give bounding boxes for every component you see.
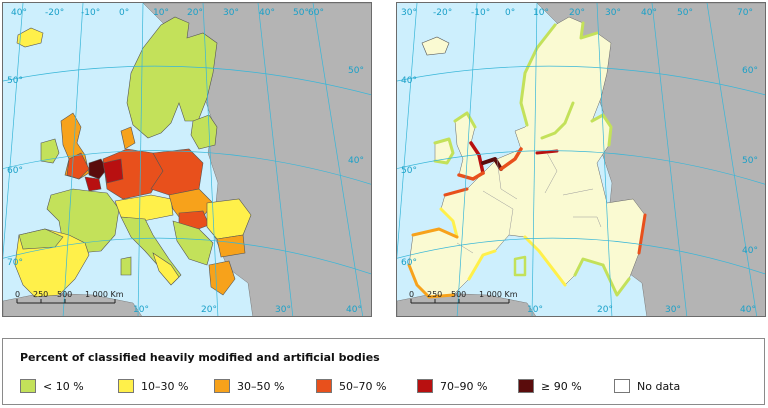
legend-item: < 10 % (20, 378, 84, 394)
lon-label: 0° (119, 8, 129, 18)
region-germany-west (102, 158, 124, 184)
legend-item: ≥ 90 % (518, 378, 582, 394)
lat-label: 40° (348, 156, 364, 166)
lon-label: -20° (433, 8, 452, 18)
lon-label: 40° (346, 305, 362, 315)
graticule (397, 3, 765, 316)
lon-label: 10° (133, 305, 149, 315)
legend-label: 50–70 % (339, 379, 387, 393)
lon-label: -10° (471, 8, 490, 18)
lat-label: 40° (11, 8, 27, 18)
legend-swatch (118, 379, 134, 393)
lat-label: 50° (742, 156, 758, 166)
map-left-svg: 40° 50° 60° 70° 60° 50° 40° -20° -10° 0°… (3, 3, 371, 316)
region-sardinia (120, 256, 132, 276)
legend-swatch (214, 379, 230, 393)
map-legend: Percent of classified heavily modified a… (2, 338, 765, 405)
land-iceland (16, 27, 44, 48)
lon-label: 40° (641, 8, 657, 18)
legend-label: 70–90 % (440, 379, 488, 393)
lon-label: 10° (527, 305, 543, 315)
legend-label: No data (637, 379, 681, 393)
legend-label: 30–50 % (237, 379, 285, 393)
lat-label: 60° (401, 258, 417, 268)
scale-tick: 1 000 Km (85, 290, 124, 299)
lat-label: 60° (308, 8, 324, 18)
legend-item: 30–50 % (214, 378, 284, 394)
legend-swatch (20, 379, 36, 393)
lon-label: 0° (505, 8, 515, 18)
map-right-svg: 30° 40° 50° 60° 70° 60° 50° 40° -20° -10… (397, 3, 765, 316)
map-panel-coastal-transitional[interactable]: 30° 40° 50° 60° 70° 60° 50° 40° -20° -10… (396, 2, 766, 317)
lon-label: 30° (665, 305, 681, 315)
region-denmark (120, 126, 136, 150)
lon-label: 20° (597, 305, 613, 315)
lon-label: -10° (81, 8, 100, 18)
lon-label: 10° (533, 8, 549, 18)
land-uk (454, 112, 484, 180)
lon-label: 40° (259, 8, 275, 18)
lat-label: 40° (742, 246, 758, 256)
lon-label: 20° (187, 8, 203, 18)
graticule (3, 3, 371, 316)
scale-tick: 0 (15, 290, 20, 299)
lat-label: 70° (7, 258, 23, 268)
legend-swatch (316, 379, 332, 393)
region-netherlands (88, 158, 108, 180)
lat-label: 60° (7, 166, 23, 176)
legend-item: No data (614, 378, 680, 394)
coastal-segments (407, 21, 647, 299)
legend-label: < 10 % (43, 379, 84, 393)
lat-label: 30° (401, 8, 417, 18)
lat-label: 40° (401, 76, 417, 86)
region-bulgaria (216, 234, 246, 258)
region-baltics (190, 114, 218, 150)
lon-label: 30° (275, 305, 291, 315)
legend-item: 70–90 % (417, 378, 487, 394)
lat-label: 60° (742, 66, 758, 76)
map-panel-river-lake[interactable]: 40° 50° 60° 70° 60° 50° 40° -20° -10° 0°… (2, 2, 372, 317)
legend-label: 10–30 % (141, 379, 189, 393)
country-borders (456, 152, 602, 254)
region-balkans (172, 220, 214, 266)
scale-bar: 0 250 500 1 000 Km (409, 290, 518, 304)
region-scandinavia (126, 16, 218, 139)
legend-label: ≥ 90 % (541, 379, 582, 393)
lon-label: 40° (740, 305, 756, 315)
region-iberia-north (18, 228, 64, 250)
legend-title: Percent of classified heavily modified a… (20, 351, 380, 364)
scale-tick: 250 (427, 290, 442, 299)
legend-swatch (518, 379, 534, 393)
legend-swatch (614, 379, 630, 393)
legend-item: 10–30 % (118, 378, 188, 394)
land-iceland (421, 36, 450, 56)
lon-label: 10° (153, 8, 169, 18)
lon-label: 20° (201, 305, 217, 315)
lon-label: 50° (293, 8, 309, 18)
lon-label: 20° (569, 8, 585, 18)
scale-tick: 250 (33, 290, 48, 299)
lon-label: -20° (45, 8, 64, 18)
region-belgium (84, 176, 102, 192)
lon-label: 30° (605, 8, 621, 18)
lat-label: 50° (7, 76, 23, 86)
scale-tick: 500 (451, 290, 466, 299)
scale-bar: 0 250 500 1 000 Km (15, 290, 124, 304)
lat-label: 70° (737, 8, 753, 18)
legend-swatch (417, 379, 433, 393)
lat-label: 50° (401, 166, 417, 176)
lat-label: 50° (348, 66, 364, 76)
region-italy-south (152, 252, 180, 286)
scale-tick: 500 (57, 290, 72, 299)
legend-item: 50–70 % (316, 378, 386, 394)
scale-tick: 0 (409, 290, 414, 299)
scale-tick: 1 000 Km (479, 290, 518, 299)
lon-label: 50° (677, 8, 693, 18)
lon-label: 30° (223, 8, 239, 18)
